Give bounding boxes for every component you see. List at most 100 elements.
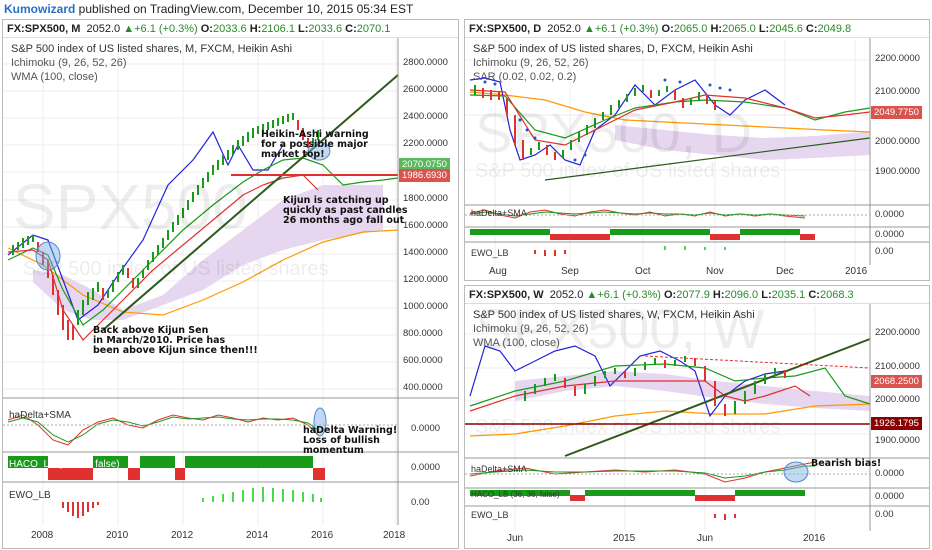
weekly-y-tick: 1900.0000 (875, 435, 920, 446)
daily-symbol[interactable]: FX:SPX500, D (469, 23, 542, 35)
daily-x-tick: Oct (635, 266, 651, 277)
monthly-change: ▲+6.1 (+0.3%) (123, 23, 198, 35)
daily-symbol-header: FX:SPX500, D 2052.0 ▲+6.1 (+0.3%) O:2065… (465, 20, 929, 38)
monthly-open: 2033.6 (212, 23, 247, 35)
weekly-ewo-value: 0.00 (875, 509, 894, 520)
weekly-ewo-label: EWO_LB (471, 510, 509, 520)
daily-chart-panel[interactable]: FX:SPX500, D 2052.0 ▲+6.1 (+0.3%) O:2065… (464, 19, 930, 281)
monthly-support-tag: 1986.6930 (399, 169, 450, 182)
monthly-hadelta-label: haDelta+SMA (9, 410, 71, 421)
monthly-title: S&P 500 index of US listed shares, M, FX… (11, 43, 293, 83)
weekly-support-tag: 1926.1795 (871, 417, 922, 430)
monthly-x-tick: 2014 (246, 530, 269, 541)
monthly-y-tick: 1800.0000 (403, 193, 448, 204)
monthly-y-tick: 1400.0000 (403, 247, 448, 258)
monthly-ewo-label: EWO_LB (9, 490, 51, 501)
daily-y-top: 2200.0000 (875, 53, 920, 64)
monthly-close: 2070.1 (356, 23, 391, 35)
weekly-x-tick: Jun (697, 533, 714, 544)
monthly-watermark: SPX500 (13, 171, 248, 243)
monthly-y-tick: 1600.0000 (403, 220, 448, 231)
monthly-x-tick: 2016 (311, 530, 334, 541)
daily-last: 2052.0 (547, 23, 581, 35)
monthly-symbol-header: FX:SPX500, M 2052.0 ▲+6.1 (+0.3%) O:2033… (3, 20, 458, 38)
monthly-annotation-back-above: Back above Kijun Sen in March/2010. Pric… (93, 325, 258, 356)
weekly-hadelta-label: haDelta+SMA (471, 464, 527, 474)
monthly-y-tick: 600.0000 (403, 355, 443, 366)
daily-haco-value: 0.0000 (875, 229, 905, 240)
monthly-last: 2052.0 (86, 23, 121, 35)
weekly-low: 2035.1 (771, 289, 806, 301)
daily-x-tick: Aug (489, 266, 507, 277)
monthly-chart-svg[interactable] (3, 20, 459, 549)
monthly-annotation-kijun: Kijun is catching up quickly as past can… (283, 195, 408, 226)
weekly-y-tick: 2200.0000 (875, 327, 920, 338)
monthly-y-tick: 2800.0000 (403, 57, 448, 68)
weekly-haco-label: HACO_LB (36, 36, false) (471, 490, 560, 499)
publisher-bar: Kumowizard published on TradingView.com,… (0, 0, 932, 18)
weekly-x-tick: Jun (507, 533, 524, 544)
monthly-high: 2106.1 (261, 23, 295, 35)
daily-y-tick: 2000.0000 (875, 136, 920, 147)
weekly-watermark: SPX500, W (475, 297, 765, 360)
daily-open: 2065.0 (673, 23, 708, 35)
monthly-chart-panel[interactable]: FX:SPX500, M 2052.0 ▲+6.1 (+0.3%) O:2033… (2, 19, 459, 549)
monthly-y-tick: 2200.0000 (403, 138, 448, 149)
monthly-y-tick: 400.0000 (403, 382, 443, 393)
author-link[interactable]: Kumowizard (4, 2, 76, 16)
weekly-haco-value: 0.0000 (875, 491, 905, 502)
daily-ewo-value: 0.00 (875, 246, 894, 257)
publish-info: published on TradingView.com, December 1… (75, 2, 414, 16)
monthly-annotation-hadelta: haDelta Warning! Loss of bullish momentu… (303, 425, 398, 456)
daily-ewo-label: EWO_LB (471, 248, 509, 258)
daily-hadelta-value: 0.0000 (875, 209, 905, 220)
monthly-price-tag: 2070.0750 (399, 158, 450, 171)
daily-chart-svg[interactable] (465, 20, 930, 281)
weekly-hadelta-value: 0.0000 (875, 468, 905, 479)
daily-hadelta-label: haDelta+SMA (471, 208, 527, 218)
daily-watermark-desc: S&P 500 index of US listed shares (475, 160, 781, 182)
daily-x-tick: Nov (706, 266, 724, 277)
monthly-watermark-desc: S&P 500 index of US listed shares (23, 258, 329, 280)
weekly-price-tag: 2068.2500 (871, 375, 922, 388)
daily-low: 2045.6 (769, 23, 803, 35)
daily-watermark: SPX500, D (475, 101, 753, 164)
daily-x-tick: Sep (561, 266, 579, 277)
daily-high: 2065.0 (722, 23, 756, 35)
monthly-y-tick: 800.0000 (403, 328, 443, 339)
daily-close: 2049.8 (817, 23, 852, 35)
daily-y-tick: 2100.0000 (875, 86, 920, 97)
weekly-high: 2096.0 (724, 289, 759, 301)
weekly-close: 2068.3 (819, 289, 854, 301)
weekly-open: 2077.9 (676, 289, 710, 301)
monthly-x-tick: 2008 (31, 530, 54, 541)
weekly-x-tick: 2015 (613, 533, 636, 544)
monthly-annotation-top-warning: Heikin-Ashi warning for a possible major… (261, 129, 369, 160)
monthly-ewo-value: 0.00 (411, 497, 430, 508)
weekly-last: 2052.0 (549, 289, 584, 301)
weekly-chart-panel[interactable]: FX:SPX500, W 2052.0 ▲+6.1 (+0.3%) O:2077… (464, 285, 930, 549)
monthly-y-tick: 2400.0000 (403, 111, 448, 122)
weekly-symbol-header: FX:SPX500, W 2052.0 ▲+6.1 (+0.3%) O:2077… (465, 286, 929, 304)
monthly-y-tick: 1200.0000 (403, 274, 448, 285)
monthly-x-tick: 2010 (106, 530, 129, 541)
daily-title: S&P 500 index of US listed shares, D, FX… (473, 43, 753, 83)
weekly-title: S&P 500 index of US listed shares, W, FX… (473, 309, 755, 349)
monthly-haco-label: HACO_LB (36, 36, false) (9, 459, 120, 470)
monthly-y-tick: 2600.0000 (403, 84, 448, 95)
daily-change: ▲+6.1 (+0.3%) (583, 23, 659, 35)
weekly-x-tick: 2016 (803, 533, 826, 544)
monthly-symbol[interactable]: FX:SPX500, M (7, 23, 81, 35)
daily-x-tick: Dec (776, 266, 794, 277)
monthly-x-tick: 2012 (171, 530, 194, 541)
daily-y-tick: 1900.0000 (875, 166, 920, 177)
monthly-haco-value: 0.0000 (411, 462, 441, 473)
daily-x-tick: 2016 (845, 266, 868, 277)
weekly-change: ▲+6.1 (+0.3%) (586, 289, 661, 301)
weekly-watermark-desc: S&P 500 index of US listed shares (475, 416, 781, 438)
weekly-chart-svg[interactable] (465, 286, 930, 549)
weekly-y-tick: 2100.0000 (875, 361, 920, 372)
weekly-annotation-bearish: Bearish bias! (811, 458, 882, 469)
weekly-symbol[interactable]: FX:SPX500, W (469, 289, 544, 301)
monthly-y-tick: 1000.0000 (403, 301, 448, 312)
